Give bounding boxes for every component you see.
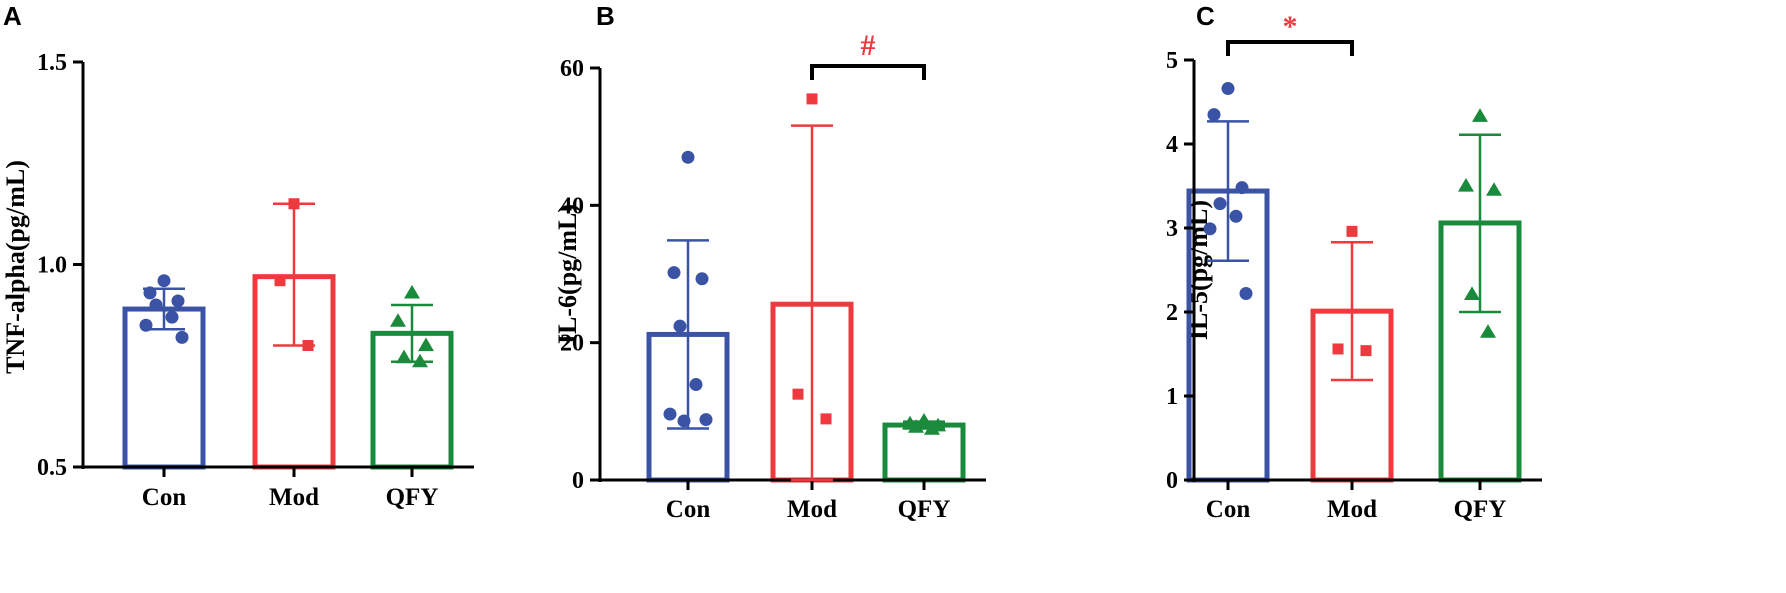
plot-b: 0 20 40 60 Con Mod QFY # bbox=[560, 29, 986, 523]
data-point-con bbox=[1213, 197, 1227, 211]
bar-qfy bbox=[882, 422, 966, 483]
panel-letter-c: C bbox=[1196, 1, 1215, 31]
data-point-mod bbox=[1332, 343, 1344, 355]
data-point-mod bbox=[820, 413, 832, 425]
data-point-con bbox=[1235, 181, 1249, 195]
data-point-con bbox=[175, 330, 189, 344]
x-category-label: Mod bbox=[787, 496, 837, 523]
y-tick-label: 1 bbox=[1166, 384, 1178, 410]
y-tick-label: 3 bbox=[1166, 216, 1178, 242]
data-point-con bbox=[667, 266, 681, 280]
y-tick-label: 40 bbox=[560, 193, 584, 219]
y-axis-title-a: TNF-alpha(pg/mL) bbox=[1, 160, 30, 374]
data-point-mod bbox=[302, 340, 314, 351]
y-tick-label: 5 bbox=[1166, 48, 1178, 74]
data-point-con bbox=[165, 310, 179, 324]
data-point-qfy bbox=[1486, 182, 1502, 196]
plot-c: 0 1 2 3 4 5 Con Mod QFY * bbox=[1166, 10, 1542, 523]
data-point-con bbox=[157, 274, 171, 288]
data-point-con bbox=[699, 413, 713, 427]
data-point-con bbox=[695, 272, 709, 286]
data-point-qfy bbox=[1472, 108, 1488, 122]
x-category-label: QFY bbox=[386, 484, 439, 511]
y-tick-label: 20 bbox=[560, 331, 584, 357]
data-point-mod bbox=[1360, 345, 1372, 357]
bar-con bbox=[122, 306, 206, 470]
x-category-label: QFY bbox=[898, 496, 951, 523]
data-point-con bbox=[673, 319, 687, 333]
data-point-mod bbox=[274, 275, 286, 287]
significance-bracket bbox=[1226, 40, 1354, 56]
x-category-label: Con bbox=[1206, 496, 1251, 523]
data-point-qfy bbox=[412, 353, 428, 368]
data-point-mod bbox=[806, 93, 818, 105]
data-point-con bbox=[677, 414, 691, 428]
data-point-con bbox=[1239, 287, 1253, 301]
y-tick-label: 1.5 bbox=[37, 50, 67, 76]
data-point-mod bbox=[792, 388, 804, 400]
panel-b: B IL-6(pg/mL) 0 20 40 60 Con Mod QFY # bbox=[553, 1, 986, 523]
data-point-con bbox=[663, 407, 677, 421]
y-tick-label: 60 bbox=[560, 56, 584, 82]
x-category-label: Con bbox=[666, 496, 711, 523]
data-point-qfy bbox=[396, 349, 412, 364]
significance-label: * bbox=[1283, 10, 1298, 43]
data-point-con bbox=[689, 378, 703, 392]
y-tick-label: 2 bbox=[1166, 300, 1178, 326]
data-point-con bbox=[149, 298, 163, 312]
x-category-label: Mod bbox=[1327, 496, 1377, 523]
panel-letter-a: A bbox=[3, 1, 22, 31]
panel-letter-b: B bbox=[596, 1, 615, 31]
data-point-con bbox=[139, 318, 153, 332]
data-point-qfy bbox=[916, 412, 932, 427]
x-category-label: Mod bbox=[269, 484, 319, 511]
y-tick-label: 0 bbox=[1166, 468, 1178, 494]
data-point-qfy bbox=[908, 419, 924, 433]
data-point-con bbox=[681, 150, 695, 164]
plot-a: 0.5 1.0 1.5 Con Mod QFY bbox=[37, 50, 474, 511]
data-point-con bbox=[1203, 222, 1217, 236]
y-tick-label: 1.0 bbox=[37, 253, 67, 279]
x-category-label: Con bbox=[142, 484, 187, 511]
data-point-con bbox=[171, 294, 185, 308]
significance-label: # bbox=[861, 29, 876, 62]
panel-a: A TNF-alpha(pg/mL) 0.5 1.0 1.5 Con Mod QFY bbox=[1, 1, 474, 511]
data-point-con bbox=[143, 286, 157, 300]
data-point-con bbox=[1229, 209, 1243, 223]
data-point-qfy bbox=[1480, 324, 1496, 338]
data-point-qfy bbox=[924, 421, 940, 435]
x-category-label: QFY bbox=[1454, 496, 1507, 523]
data-point-qfy bbox=[418, 337, 434, 352]
y-tick-label: 4 bbox=[1166, 132, 1178, 158]
data-point-mod bbox=[288, 198, 300, 210]
data-point-qfy bbox=[1458, 178, 1474, 192]
data-point-qfy bbox=[404, 284, 420, 299]
y-axis-title-b: IL-6(pg/mL) bbox=[553, 204, 582, 344]
data-point-qfy bbox=[1464, 286, 1480, 300]
data-point-con bbox=[1221, 82, 1235, 96]
significance-bracket bbox=[810, 64, 926, 80]
y-tick-label: 0 bbox=[572, 468, 584, 494]
data-point-mod bbox=[1346, 225, 1358, 237]
data-point-qfy bbox=[390, 313, 406, 327]
data-point-con bbox=[1207, 108, 1221, 122]
y-tick-label: 0.5 bbox=[37, 455, 67, 481]
